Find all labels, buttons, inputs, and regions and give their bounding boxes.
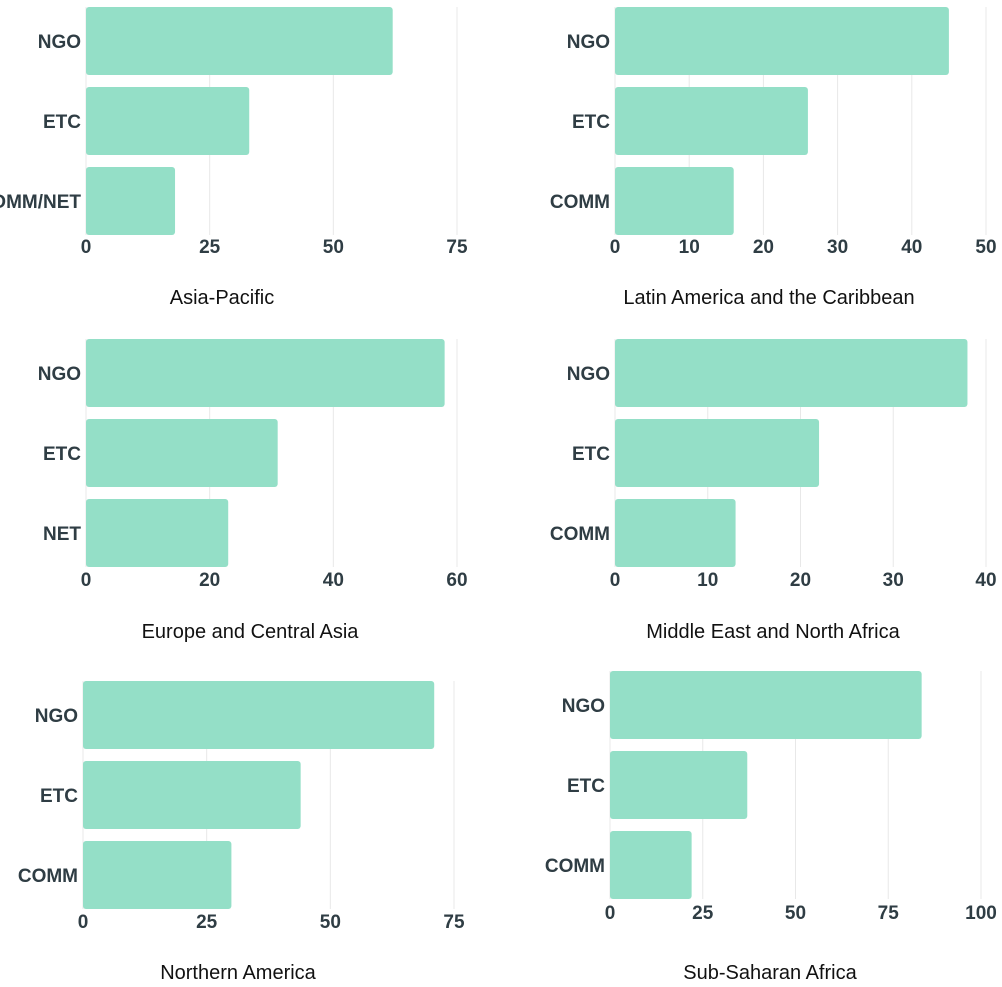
category-label: NGO <box>567 32 610 53</box>
x-tick-label: 10 <box>679 237 700 258</box>
x-tick-label: 20 <box>199 570 220 591</box>
x-tick-label: 50 <box>320 912 341 933</box>
x-tick-label: 0 <box>605 903 616 924</box>
category-label: COMM <box>18 866 78 887</box>
bar-etc <box>610 751 748 819</box>
x-tick-label: 75 <box>878 903 900 924</box>
category-label: ETC <box>40 786 78 807</box>
category-label: ETC <box>572 444 610 465</box>
category-label: NET <box>43 524 81 545</box>
bar-ngo <box>615 7 949 75</box>
category-label: ETC <box>43 444 81 465</box>
category-label: NGO <box>38 32 81 53</box>
category-label: ETC <box>572 112 610 133</box>
panel-title: Europe and Central Asia <box>142 621 360 643</box>
x-tick-label: 0 <box>81 237 92 258</box>
category-label: COMM/NET <box>0 192 81 213</box>
bar-etc <box>86 87 250 155</box>
bar-ngo <box>86 7 393 75</box>
category-label: ETC <box>567 776 605 797</box>
x-tick-label: 25 <box>196 912 218 933</box>
panel-title: Northern America <box>160 962 316 984</box>
x-tick-label: 0 <box>610 237 621 258</box>
bar-comm-net <box>86 167 176 235</box>
category-label: ETC <box>43 112 81 133</box>
x-tick-label: 50 <box>975 237 996 258</box>
bar-comm <box>615 499 736 567</box>
panel-title: Sub-Saharan Africa <box>683 962 857 984</box>
panel-title: Latin America and the Caribbean <box>623 287 914 309</box>
panel-title: Middle East and North Africa <box>646 621 900 643</box>
category-label: COMM <box>550 524 610 545</box>
x-tick-label: 100 <box>965 903 997 924</box>
bar-etc <box>615 87 808 155</box>
category-label: NGO <box>38 364 81 385</box>
x-tick-label: 20 <box>790 570 811 591</box>
x-tick-label: 10 <box>697 570 718 591</box>
bar-net <box>86 499 229 567</box>
x-tick-label: 0 <box>78 912 89 933</box>
x-tick-label: 30 <box>883 570 904 591</box>
bar-etc <box>83 761 301 829</box>
x-tick-label: 75 <box>443 912 465 933</box>
bar-comm <box>610 831 692 899</box>
category-label: NGO <box>562 696 605 717</box>
bar-ngo <box>615 339 968 407</box>
bar-etc <box>615 419 820 487</box>
x-tick-label: 20 <box>753 237 774 258</box>
bar-comm <box>83 841 232 909</box>
bar-ngo <box>86 339 445 407</box>
category-label: NGO <box>567 364 610 385</box>
x-tick-label: 0 <box>81 570 92 591</box>
x-tick-label: 0 <box>610 570 621 591</box>
x-tick-label: 30 <box>827 237 848 258</box>
x-tick-label: 25 <box>692 903 714 924</box>
panel-title: Asia-Pacific <box>170 287 274 309</box>
x-tick-label: 40 <box>975 570 996 591</box>
x-tick-label: 75 <box>446 237 468 258</box>
category-label: COMM <box>545 856 605 877</box>
bar-ngo <box>610 671 922 739</box>
bar-comm <box>615 167 734 235</box>
x-tick-label: 60 <box>446 570 467 591</box>
x-tick-label: 40 <box>901 237 922 258</box>
category-label: COMM <box>550 192 610 213</box>
category-label: NGO <box>35 706 78 727</box>
bar-ngo <box>83 681 435 749</box>
x-tick-label: 25 <box>199 237 221 258</box>
x-tick-label: 50 <box>323 237 344 258</box>
x-tick-label: 40 <box>323 570 344 591</box>
bar-etc <box>86 419 278 487</box>
x-tick-label: 50 <box>785 903 806 924</box>
